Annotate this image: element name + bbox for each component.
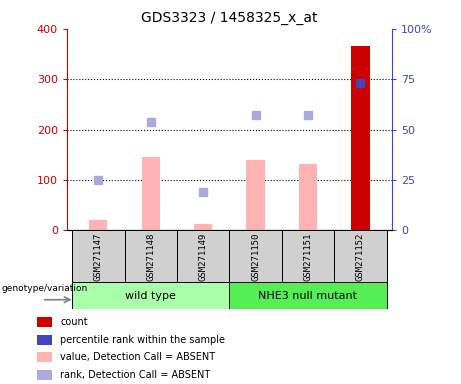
Text: percentile rank within the sample: percentile rank within the sample: [60, 334, 225, 344]
Bar: [246, 160, 265, 230]
Bar: [229, 230, 282, 282]
Bar: [89, 220, 107, 230]
Bar: [72, 230, 124, 282]
Bar: [334, 230, 387, 282]
Text: genotype/variation: genotype/variation: [1, 285, 88, 293]
Text: wild type: wild type: [125, 291, 176, 301]
Bar: [37, 317, 52, 327]
Text: count: count: [60, 317, 88, 327]
Text: GSM271149: GSM271149: [199, 232, 207, 280]
Bar: [37, 334, 52, 344]
Text: value, Detection Call = ABSENT: value, Detection Call = ABSENT: [60, 353, 215, 362]
Text: GSM271150: GSM271150: [251, 232, 260, 280]
Bar: [299, 164, 317, 230]
Text: NHE3 null mutant: NHE3 null mutant: [259, 291, 357, 301]
Text: GSM271152: GSM271152: [356, 232, 365, 280]
Bar: [72, 282, 229, 309]
Bar: [142, 157, 160, 230]
Title: GDS3323 / 1458325_x_at: GDS3323 / 1458325_x_at: [141, 11, 318, 25]
Bar: [37, 370, 52, 380]
Bar: [37, 353, 52, 362]
Bar: [229, 282, 387, 309]
Bar: [194, 224, 213, 230]
Bar: [177, 230, 229, 282]
Text: GSM271148: GSM271148: [146, 232, 155, 280]
Text: GSM271147: GSM271147: [94, 232, 103, 280]
Bar: [351, 46, 370, 230]
Bar: [124, 230, 177, 282]
Bar: [282, 230, 334, 282]
Text: rank, Detection Call = ABSENT: rank, Detection Call = ABSENT: [60, 370, 211, 380]
Text: GSM271151: GSM271151: [303, 232, 313, 280]
